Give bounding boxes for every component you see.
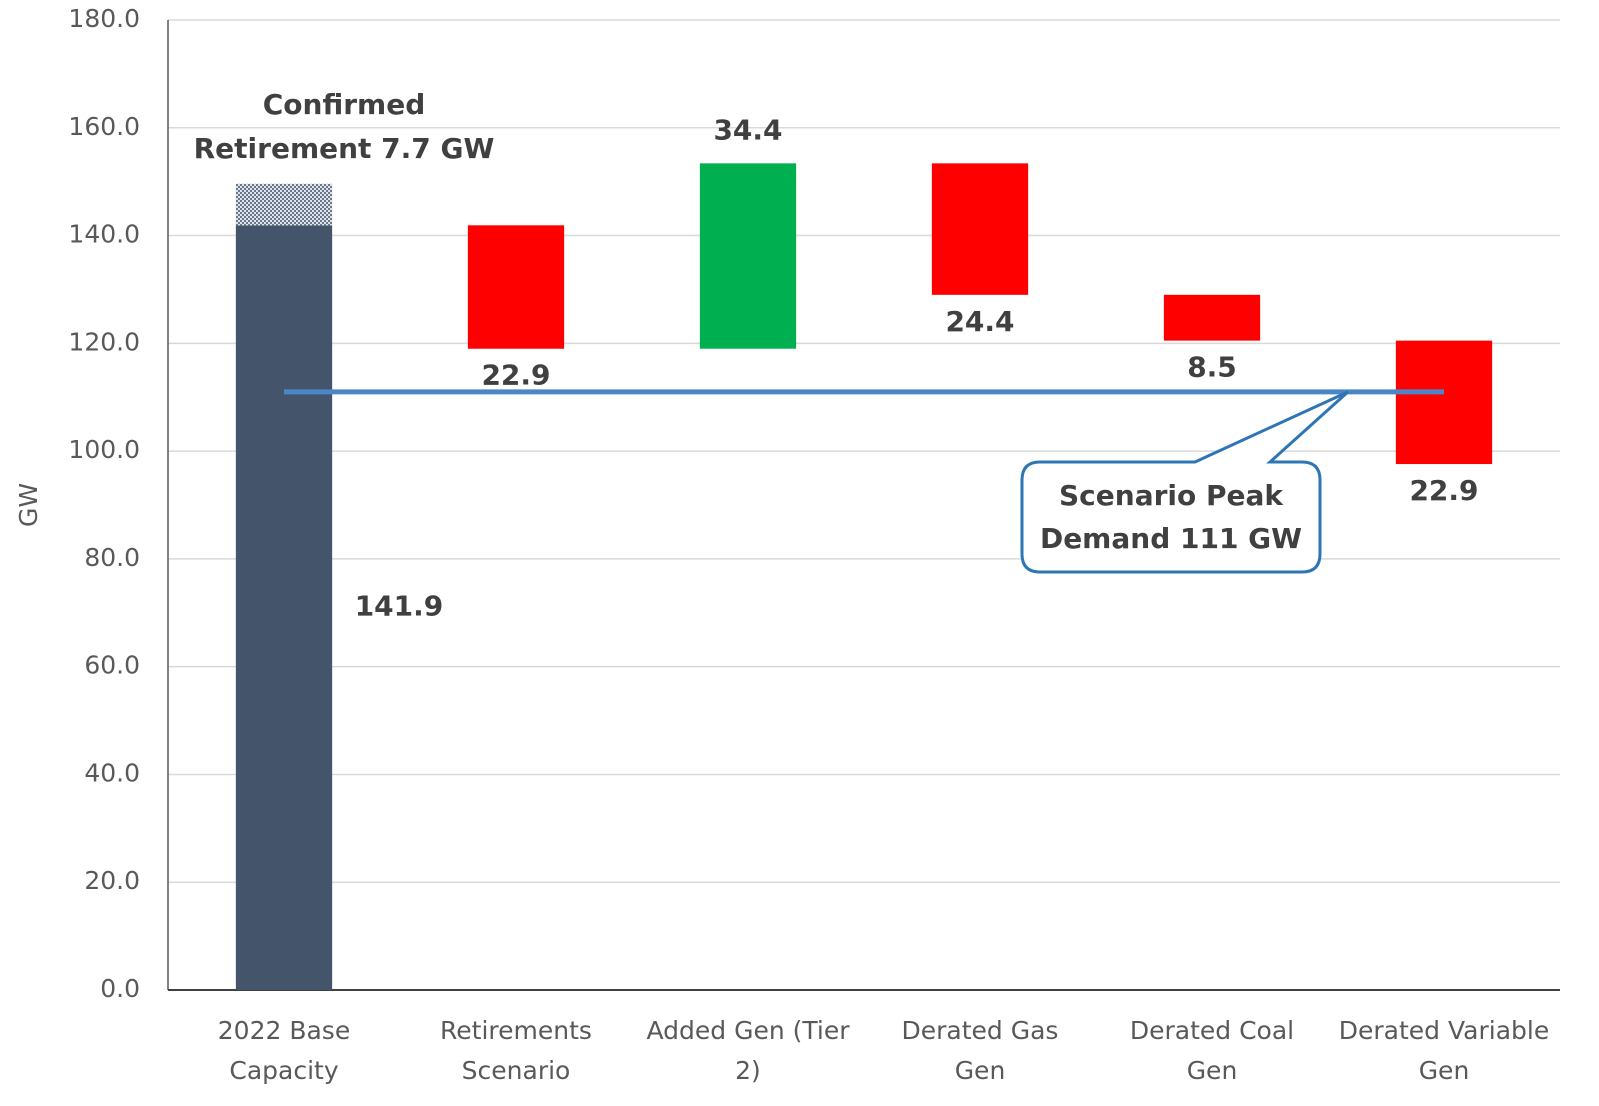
data-label: 141.9: [355, 590, 444, 623]
callout-box: [1020, 390, 1350, 574]
y-axis-label: GW: [14, 483, 43, 527]
retirement-annotation: Retirement 7.7 GW: [194, 132, 495, 165]
y-tick-label: 120.0: [68, 327, 140, 356]
bar: [1395, 340, 1493, 465]
bar: [235, 225, 333, 991]
y-tick-label: 100.0: [68, 435, 140, 464]
y-tick-label: 60.0: [84, 651, 140, 680]
y-tick-label: 20.0: [84, 866, 140, 895]
x-tick-label: Derated Gas Gen: [902, 1016, 1059, 1085]
y-tick-label: 160.0: [68, 112, 140, 141]
bar: [931, 163, 1029, 295]
x-tick-label: Added Gen (Tier 2): [646, 1016, 850, 1085]
y-tick-label: 140.0: [68, 220, 140, 249]
y-tick-label: 80.0: [84, 543, 140, 572]
x-tick-label: Derated Variable Gen: [1339, 1016, 1549, 1085]
y-tick-label: 0.0: [100, 974, 140, 1003]
data-label: 24.4: [945, 305, 1014, 338]
retirement-annotation: Confirmed: [263, 88, 426, 121]
data-label: 22.9: [1409, 474, 1478, 507]
data-label: 22.9: [481, 359, 550, 392]
bar: [467, 225, 565, 349]
peak-demand-label: Demand 111 GW: [1040, 522, 1302, 555]
x-tick-label: Derated Coal Gen: [1130, 1016, 1294, 1085]
bar: [1163, 294, 1261, 341]
peak-demand-label: Scenario Peak: [1059, 479, 1284, 512]
data-label: 8.5: [1187, 351, 1237, 384]
y-tick-label: 40.0: [84, 758, 140, 787]
data-label: 34.4: [713, 113, 782, 146]
x-tick-label: 2022 Base Capacity: [218, 1016, 350, 1085]
bar: [699, 163, 797, 349]
confirmed-retirement-segment: [235, 183, 333, 226]
x-tick-label: Retirements Scenario: [440, 1016, 592, 1085]
y-tick-label: 180.0: [68, 4, 140, 33]
